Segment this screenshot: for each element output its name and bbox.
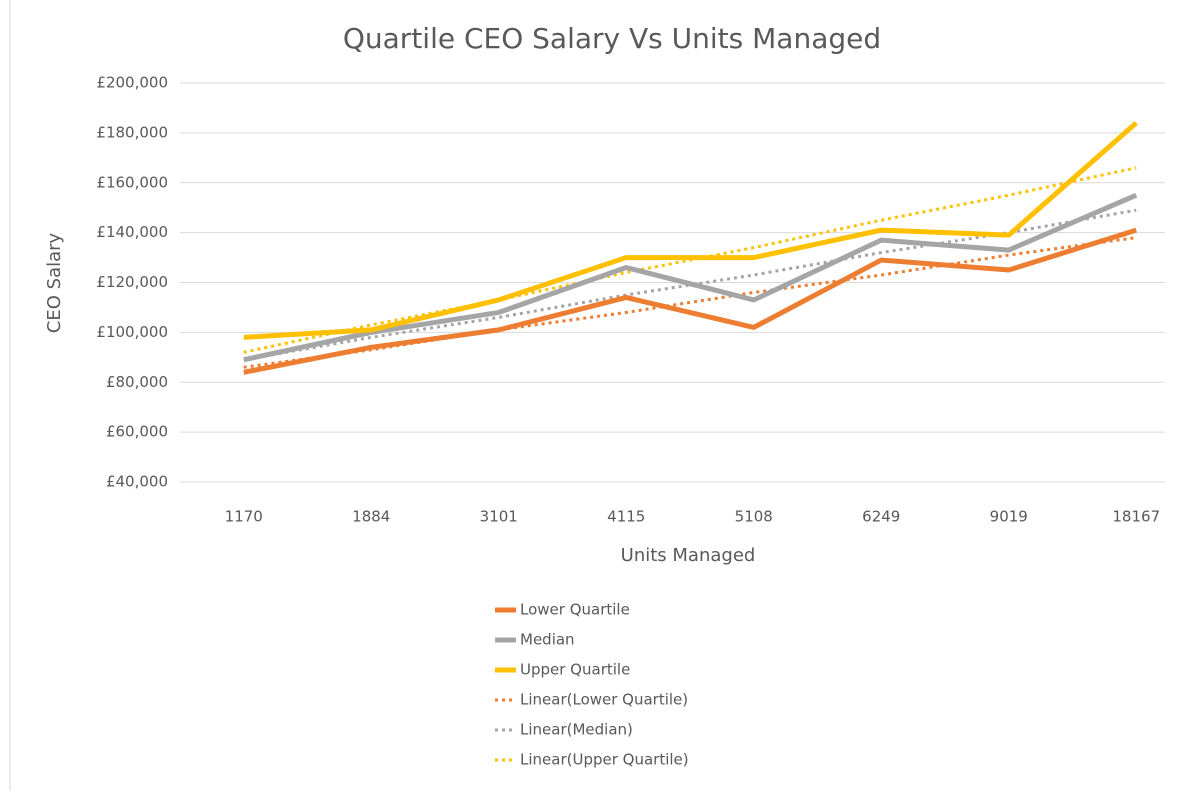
legend-label: Linear(Upper Quartile): [520, 751, 689, 769]
x-tick-label: 9019: [990, 508, 1028, 526]
y-axis-label: CEO Salary: [44, 232, 65, 333]
y-tick-label: £160,000: [96, 173, 168, 191]
x-tick-label: 5108: [735, 508, 773, 526]
legend-label: Lower Quartile: [520, 601, 630, 619]
trend-line: [243, 236, 1137, 369]
x-tick-label: 1884: [352, 508, 390, 526]
legend-label: Linear(Median): [520, 721, 633, 739]
x-tick-label: 4115: [607, 508, 645, 526]
x-tick-label: 1170: [225, 508, 263, 526]
x-tick-label: 3101: [480, 508, 518, 526]
y-tick-label: £100,000: [96, 323, 168, 341]
x-tick-label: 6249: [862, 508, 900, 526]
chart-title: Quartile CEO Salary Vs Units Managed: [343, 22, 881, 55]
y-tick-label: £200,000: [96, 74, 168, 92]
y-tick-label: £180,000: [96, 123, 168, 141]
y-tick-label: £120,000: [96, 273, 168, 291]
legend-label: Median: [520, 631, 575, 649]
series-line: [243, 192, 1138, 363]
y-tick-label: £80,000: [106, 373, 168, 391]
y-tick-label: £60,000: [106, 423, 168, 441]
y-tick-label: £40,000: [106, 473, 168, 491]
y-tick-label: £140,000: [96, 223, 168, 241]
series-line: [243, 121, 1138, 340]
x-axis-label: Units Managed: [621, 545, 756, 566]
x-tick-label: 18167: [1112, 508, 1160, 526]
series-line: [243, 227, 1137, 375]
legend-label: Linear(Lower Quartile): [520, 691, 688, 709]
legend-label: Upper Quartile: [520, 661, 630, 679]
